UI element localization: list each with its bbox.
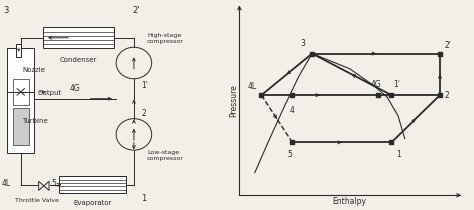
Text: 5: 5: [51, 179, 56, 188]
Bar: [12, 108, 29, 145]
Text: High-stage
compressor: High-stage compressor: [147, 33, 184, 45]
Text: 1': 1': [141, 81, 148, 89]
Text: 1: 1: [396, 150, 401, 159]
Text: 4: 4: [290, 106, 295, 116]
Text: Evaporator: Evaporator: [73, 200, 111, 206]
Text: 4G: 4G: [70, 84, 81, 93]
Text: Low-stage
compressor: Low-stage compressor: [147, 150, 184, 161]
Text: 4L: 4L: [2, 179, 11, 188]
Text: 5: 5: [288, 150, 292, 159]
Text: 1': 1': [393, 80, 401, 89]
Text: 3: 3: [301, 39, 305, 48]
Text: Throttle Valve: Throttle Valve: [15, 198, 59, 203]
Text: 4L: 4L: [248, 82, 257, 91]
Text: 3: 3: [3, 6, 9, 15]
Text: Output: Output: [38, 91, 62, 96]
Bar: [43, 27, 114, 48]
Text: Condenser: Condenser: [60, 57, 97, 63]
Bar: [59, 176, 126, 193]
Text: 2': 2': [133, 6, 140, 15]
Text: 2': 2': [444, 41, 451, 50]
Text: Turbine: Turbine: [23, 118, 48, 124]
Bar: [7, 48, 35, 153]
Bar: [12, 79, 29, 105]
Bar: [16, 44, 21, 57]
X-axis label: Enthalpy: Enthalpy: [333, 197, 366, 206]
Text: 2: 2: [141, 109, 146, 118]
Text: Nozzle: Nozzle: [23, 67, 46, 73]
Text: 2: 2: [444, 91, 449, 100]
Y-axis label: Pressure: Pressure: [229, 84, 238, 117]
Text: 1: 1: [141, 194, 146, 203]
Text: 4G: 4G: [371, 80, 382, 89]
